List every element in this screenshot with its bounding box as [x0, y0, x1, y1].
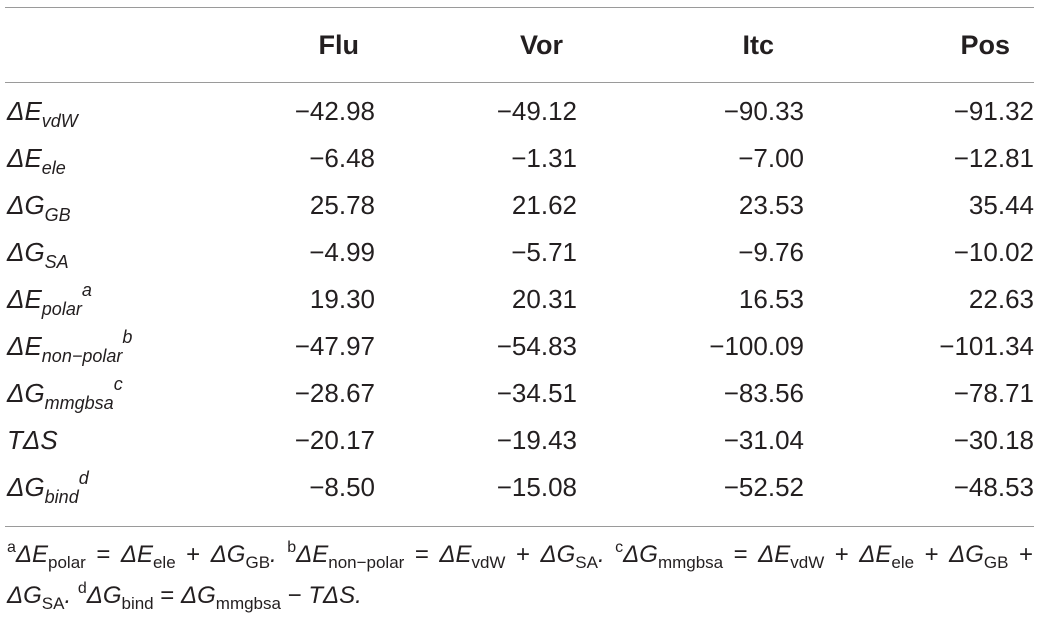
row-label: ΔGbindd	[0, 464, 190, 511]
table-cell: −100.09	[709, 331, 804, 361]
row-label: ΔEnon−polarb	[0, 323, 190, 370]
table-cell: −9.76	[738, 237, 804, 267]
row-label: TΔS	[0, 417, 190, 464]
footnote-a: aΔEpolar = ΔEele + ΔGGB.	[7, 539, 277, 572]
footnote-d: dΔGbind = ΔGmmgbsa − TΔS.	[77, 580, 362, 613]
table-cell: 25.78	[309, 190, 375, 220]
table-cell: −1.31	[511, 143, 577, 173]
row-subscript: non−polar	[41, 346, 123, 366]
table-cell: 35.44	[968, 190, 1034, 220]
row-subscript: bind	[44, 487, 79, 507]
header-itc: Itc	[742, 29, 774, 60]
table-cell: −7.00	[738, 143, 804, 173]
row-label: ΔEpolara	[0, 276, 190, 323]
table-cell: 20.31	[511, 284, 577, 314]
row-symbol: ΔG	[7, 472, 45, 502]
row-label: ΔGGB	[0, 182, 190, 229]
table-cell: 19.30	[309, 284, 375, 314]
row-footnote-mark: a	[81, 280, 92, 300]
table-cell: −52.52	[723, 472, 804, 502]
row-subscript: polar	[41, 299, 82, 319]
row-label: ΔGSA	[0, 229, 190, 276]
row-symbol: ΔE	[7, 96, 42, 126]
table-cell: 21.62	[511, 190, 577, 220]
table-cell: −83.56	[723, 378, 804, 408]
table-footnotes: aΔEpolar = ΔEele + ΔGGB. bΔEnon−polar = …	[7, 536, 1033, 618]
table-row: ΔGGB 25.78 21.62 23.53 35.44	[0, 182, 1039, 229]
header-vor: Vor	[519, 29, 563, 60]
table-row: ΔEpolara 19.30 20.31 16.53 22.63	[0, 276, 1039, 323]
row-subscript: ele	[41, 158, 66, 178]
table-row: ΔEvdW −42.98 −49.12 −90.33 −91.32	[0, 82, 1039, 135]
table-row: ΔGmmgbsac −28.67 −34.51 −83.56 −78.71	[0, 370, 1039, 417]
table-cell: −30.18	[953, 425, 1034, 455]
table-cell: −48.53	[953, 472, 1034, 502]
row-symbol: ΔG	[7, 378, 45, 408]
table-cell: −31.04	[723, 425, 804, 455]
table-cell: −90.33	[723, 96, 804, 126]
table-cell: 23.53	[738, 190, 804, 220]
header-pos: Pos	[960, 29, 1010, 60]
footnote-c: cΔGmmgbsa = ΔEvdW + ΔEele + ΔGGB + ΔGSA.	[7, 539, 1033, 613]
table-cell: −91.32	[953, 96, 1034, 126]
table-row: TΔS −20.17 −19.43 −31.04 −30.18	[0, 417, 1039, 464]
table-cell: −49.12	[496, 96, 577, 126]
header-empty	[0, 8, 190, 82]
row-subscript: GB	[44, 205, 71, 225]
table-cell: −4.99	[309, 237, 375, 267]
row-symbol: ΔG	[7, 237, 45, 267]
energy-table: Flu Vor Itc Pos ΔEvdW −42.98 −49.12 −90.33−…	[0, 8, 1039, 511]
table-cell: −101.34	[939, 331, 1034, 361]
table-cell: 22.63	[968, 284, 1034, 314]
row-footnote-mark: c	[113, 374, 123, 394]
table-cell: −78.71	[953, 378, 1034, 408]
table-cell: −8.50	[309, 472, 375, 502]
row-footnote-mark: d	[78, 468, 89, 488]
table-cell: −42.98	[294, 96, 375, 126]
table-cell: −15.08	[496, 472, 577, 502]
table-cell: −5.71	[511, 237, 577, 267]
row-subscript: SA	[44, 252, 69, 272]
table-cell: −47.97	[294, 331, 375, 361]
table-cell: −6.48	[309, 143, 375, 173]
row-label: ΔEvdW	[0, 82, 190, 135]
table-top-rule	[5, 7, 1034, 8]
row-label: ΔGmmgbsac	[0, 370, 190, 417]
table-cell: −34.51	[496, 378, 577, 408]
row-subscript: vdW	[41, 111, 78, 131]
table-cell: −20.17	[294, 425, 375, 455]
table-cell: −54.83	[496, 331, 577, 361]
row-symbol: TΔS	[7, 425, 58, 455]
header-row: Flu Vor Itc Pos	[0, 8, 1039, 82]
row-symbol: ΔE	[7, 143, 42, 173]
table-cell: 16.53	[738, 284, 804, 314]
row-label: ΔEele	[0, 135, 190, 182]
row-symbol: ΔE	[7, 331, 42, 361]
row-subscript: mmgbsa	[44, 393, 114, 413]
header-flu: Flu	[318, 29, 360, 60]
table-header-rule	[5, 82, 1034, 83]
table-cell: −10.02	[953, 237, 1034, 267]
footnote-paragraph: aΔEpolar = ΔEele + ΔGGB. bΔEnon−polar = …	[7, 536, 1033, 618]
row-symbol: ΔE	[7, 284, 42, 314]
table-bottom-rule	[5, 526, 1034, 527]
table-cell: −19.43	[496, 425, 577, 455]
footnote-b: bΔEnon−polar = ΔEvdW + ΔGSA.	[287, 539, 605, 572]
row-symbol: ΔG	[7, 190, 45, 220]
table-cell: −28.67	[294, 378, 375, 408]
table-row: ΔEnon−polarb −47.97 −54.83 −100.09 −101.34	[0, 323, 1039, 370]
table-row: ΔGbindd −8.50 −15.08 −52.52 −48.53	[0, 464, 1039, 511]
table-cell: −12.81	[953, 143, 1034, 173]
row-footnote-mark: b	[122, 327, 133, 347]
table-row: ΔEele −6.48 −1.31 −7.00 −12.81	[0, 135, 1039, 182]
table-row: ΔGSA −4.99 −5.71 −9.76 −10.02	[0, 229, 1039, 276]
